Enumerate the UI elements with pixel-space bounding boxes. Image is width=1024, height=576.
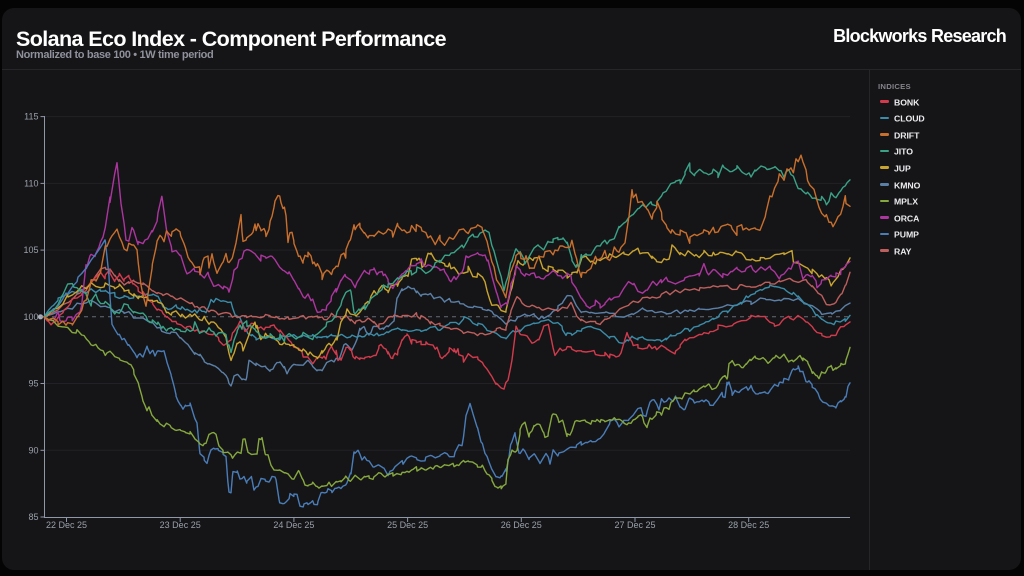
svg-text:100: 100 — [23, 312, 38, 322]
svg-text:22 Dec 25: 22 Dec 25 — [46, 520, 87, 530]
svg-text:110: 110 — [24, 178, 38, 188]
svg-text:25 Dec 25: 25 Dec 25 — [387, 520, 428, 530]
svg-text:90: 90 — [28, 445, 38, 455]
svg-text:105: 105 — [23, 245, 38, 255]
svg-text:27 Dec 25: 27 Dec 25 — [614, 520, 655, 530]
svg-text:24 Dec 25: 24 Dec 25 — [273, 520, 314, 530]
svg-text:26 Dec 25: 26 Dec 25 — [501, 520, 542, 530]
svg-text:23 Dec 25: 23 Dec 25 — [160, 520, 201, 530]
svg-text:95: 95 — [28, 379, 38, 389]
svg-text:115: 115 — [24, 112, 38, 122]
svg-text:28 Dec 25: 28 Dec 25 — [728, 520, 769, 530]
svg-text:85: 85 — [28, 512, 38, 522]
